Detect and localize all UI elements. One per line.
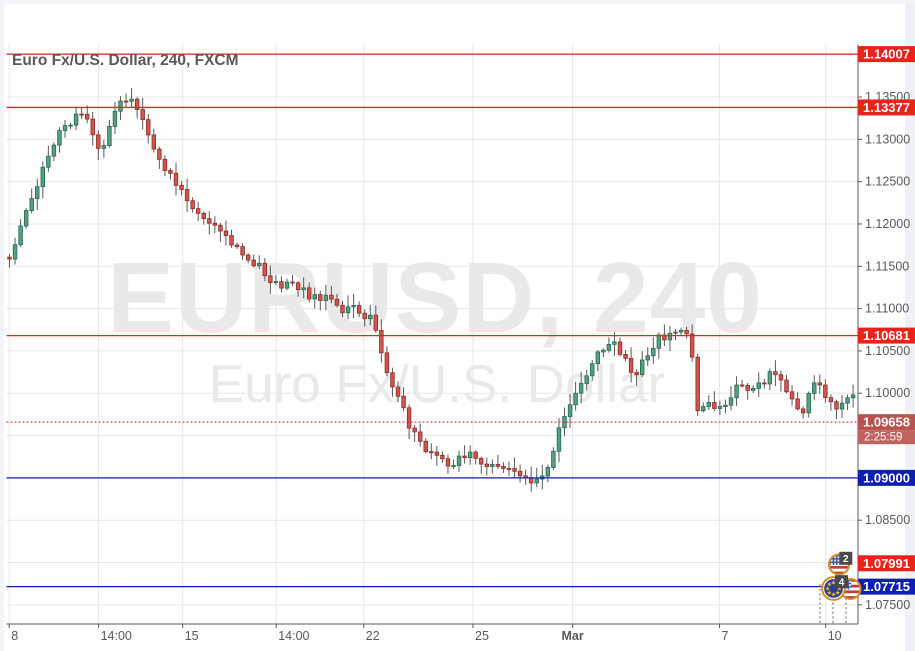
svg-text:Euro Fx/U.S. Dollar, 240, FXCM: Euro Fx/U.S. Dollar, 240, FXCM <box>12 52 239 69</box>
svg-text:1.11000: 1.11000 <box>865 302 909 316</box>
svg-text:1.14007: 1.14007 <box>863 47 910 62</box>
svg-text:8: 8 <box>11 629 18 643</box>
svg-text:1.10000: 1.10000 <box>865 386 910 400</box>
svg-text:2: 2 <box>843 554 849 565</box>
svg-text:1.13377: 1.13377 <box>863 100 910 115</box>
svg-text:Mar: Mar <box>561 629 583 643</box>
svg-text:7: 7 <box>722 629 729 643</box>
svg-text:14:00: 14:00 <box>278 629 309 643</box>
svg-text:1.12000: 1.12000 <box>865 217 910 231</box>
svg-text:1.07991: 1.07991 <box>863 556 910 571</box>
svg-text:22: 22 <box>366 629 380 643</box>
svg-text:1.10681: 1.10681 <box>863 328 910 343</box>
svg-text:1.13000: 1.13000 <box>865 132 910 146</box>
svg-text:1.10500: 1.10500 <box>865 344 910 358</box>
svg-text:2:25:59: 2:25:59 <box>864 432 902 444</box>
svg-text:1.11500: 1.11500 <box>865 259 909 273</box>
svg-text:1.09000: 1.09000 <box>863 470 910 485</box>
svg-text:1.07500: 1.07500 <box>865 598 910 612</box>
svg-text:1.07715: 1.07715 <box>863 579 910 594</box>
svg-text:1.12500: 1.12500 <box>865 175 910 189</box>
svg-text:4: 4 <box>839 577 845 588</box>
svg-text:15: 15 <box>185 629 199 643</box>
svg-text:10: 10 <box>828 629 842 643</box>
svg-text:1.08500: 1.08500 <box>865 513 910 527</box>
svg-text:1.09658: 1.09658 <box>863 415 910 430</box>
svg-text:25: 25 <box>475 629 489 643</box>
svg-text:14:00: 14:00 <box>101 629 132 643</box>
